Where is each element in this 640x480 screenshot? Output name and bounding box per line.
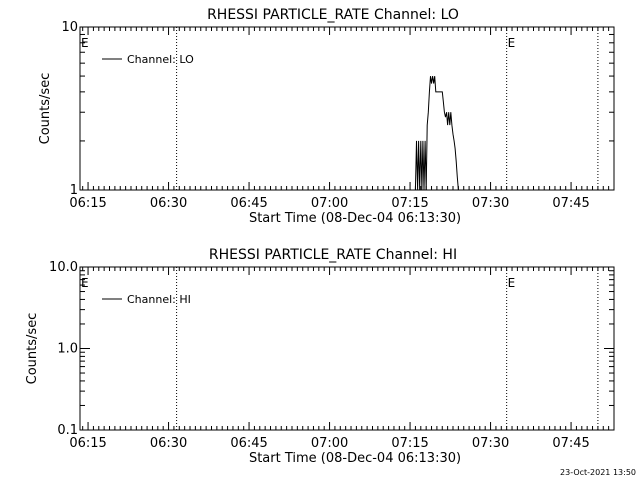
x-tick-label: 06:15 [69,436,106,451]
y-tick-label: 1 [70,183,78,198]
y-tick-label: 10.0 [49,260,78,275]
y-tick-label: 10 [61,20,78,35]
x-tick-label: 07:30 [472,196,509,211]
event-marker-label: E [81,36,89,50]
chart-title: RHESSI PARTICLE_RATE Channel: LO [207,7,459,23]
footer-timestamp: 23-Oct-2021 13:50 [560,468,636,477]
y-tick-label: 0.1 [57,423,78,438]
x-tick-label: 06:30 [150,196,187,211]
x-tick-label: 07:30 [472,436,509,451]
x-tick-label: 06:30 [150,436,187,451]
y-axis-label: Counts/sec [25,313,40,385]
x-tick-label: 07:15 [391,196,428,211]
panel-lo: RHESSI PARTICLE_RATE Channel: LO 06:15 06:… [38,7,615,226]
x-axis-label: Start Time (08-Dec-04 06:13:30) [249,451,461,466]
legend-label: Channel: HI [127,293,191,306]
series-line-0 [414,76,461,191]
x-tick-label: 07:45 [552,436,589,451]
chart-title: RHESSI PARTICLE_RATE Channel: HI [209,247,457,263]
legend-label: Channel: LO [127,53,194,66]
event-marker-label: E [508,36,516,50]
x-tick-label: 06:45 [230,196,267,211]
x-tick-label: 06:45 [230,436,267,451]
x-tick-label: 07:45 [552,196,589,211]
plot-frame [79,26,615,191]
x-tick-label: 07:15 [391,436,428,451]
panel-hi: RHESSI PARTICLE_RATE Channel: HI 06:15 06:… [25,247,615,466]
y-tick-label: 1.0 [57,342,78,357]
plot-frame [79,266,615,431]
x-tick-label: 07:00 [311,196,348,211]
x-tick-label: 07:00 [311,436,348,451]
event-marker-label: E [81,276,89,290]
event-marker-label: E [508,276,516,290]
x-axis-label: Start Time (08-Dec-04 06:13:30) [249,211,461,226]
y-axis-label: Counts/sec [38,73,53,145]
x-tick-label: 06:15 [69,196,106,211]
